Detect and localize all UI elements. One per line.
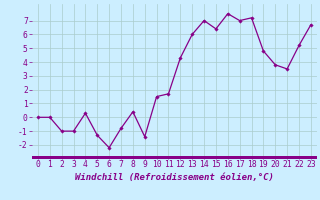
- X-axis label: Windchill (Refroidissement éolien,°C): Windchill (Refroidissement éolien,°C): [75, 173, 274, 182]
